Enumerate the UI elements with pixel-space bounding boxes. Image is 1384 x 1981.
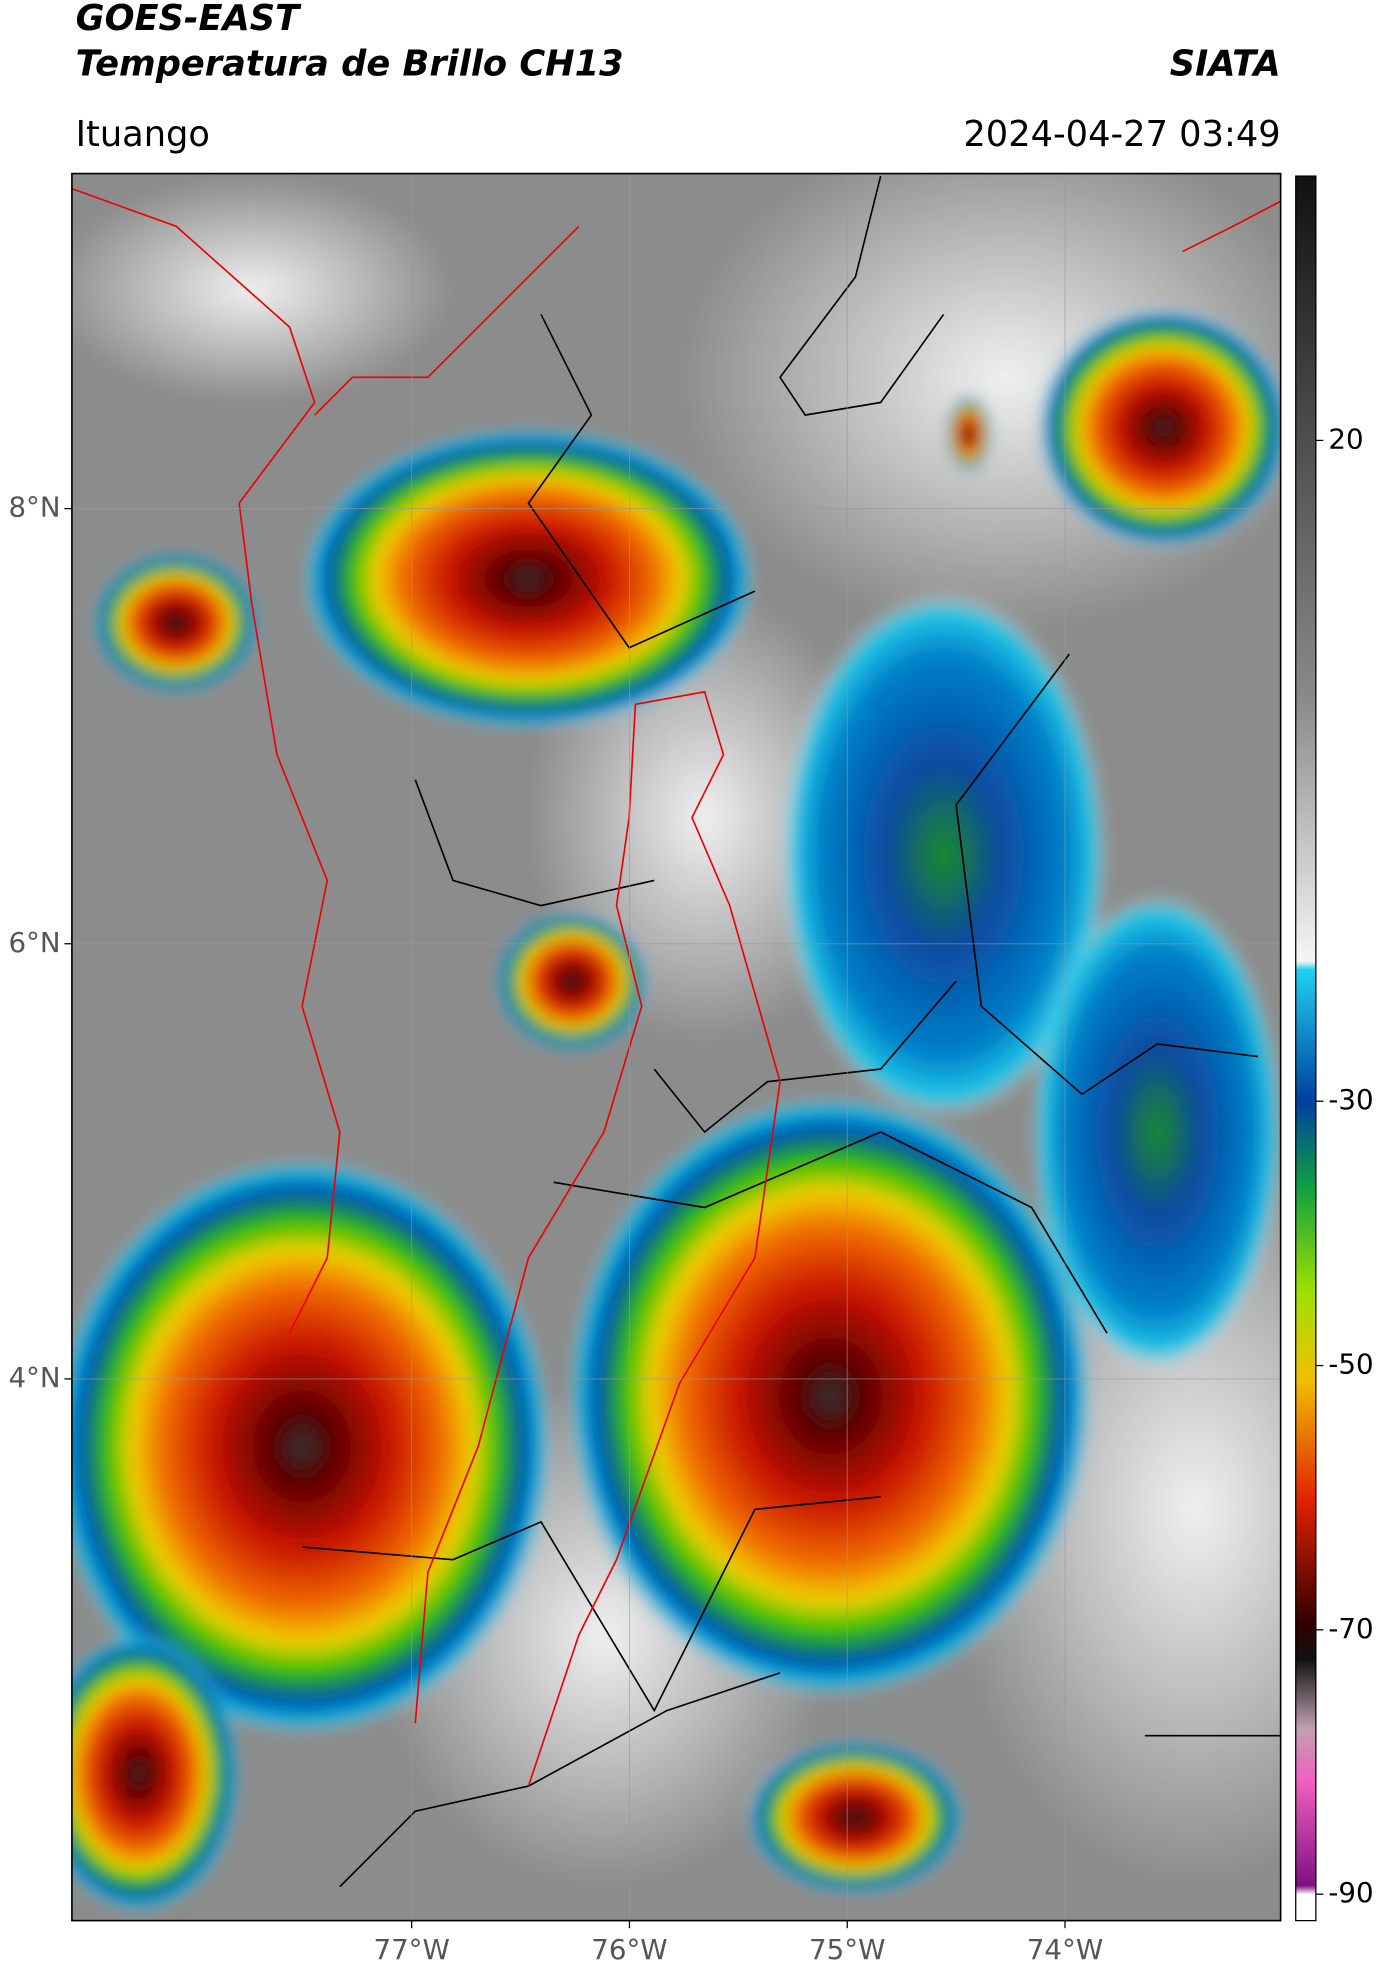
map-imagery (71, 173, 1281, 1921)
colorbar (1295, 175, 1317, 1922)
location-label: Ituango (76, 114, 210, 155)
graticule (71, 173, 1281, 1921)
cloud-field (71, 173, 1281, 1912)
source-label: SIATA (1170, 43, 1281, 84)
lat-tick-label: 8°N (8, 491, 60, 524)
colorbar-tick-label: -50 (1328, 1348, 1373, 1381)
satellite-title: GOES-EAST (76, 0, 302, 39)
lat-tick-label: 6°N (8, 926, 60, 959)
lat-tick-label: 4°N (8, 1361, 60, 1394)
colorbar-tick-label: -90 (1328, 1876, 1373, 1909)
colorbar-tick-label: -30 (1328, 1083, 1373, 1116)
country-borders (71, 187, 1281, 1787)
lon-tick-label: 75°W (809, 1933, 885, 1966)
map-frame (71, 172, 1282, 1922)
colorbar-tick-label: 20 (1328, 422, 1363, 455)
timestamp-label: 2024-04-27 03:49 (963, 114, 1280, 155)
colorbar-tick-label: -70 (1328, 1612, 1373, 1645)
lon-tick-label: 74°W (1027, 1933, 1103, 1966)
product-title: Temperatura de Brillo CH13 (76, 43, 624, 84)
lon-tick-label: 77°W (373, 1933, 449, 1966)
lon-tick-label: 76°W (591, 1933, 667, 1966)
